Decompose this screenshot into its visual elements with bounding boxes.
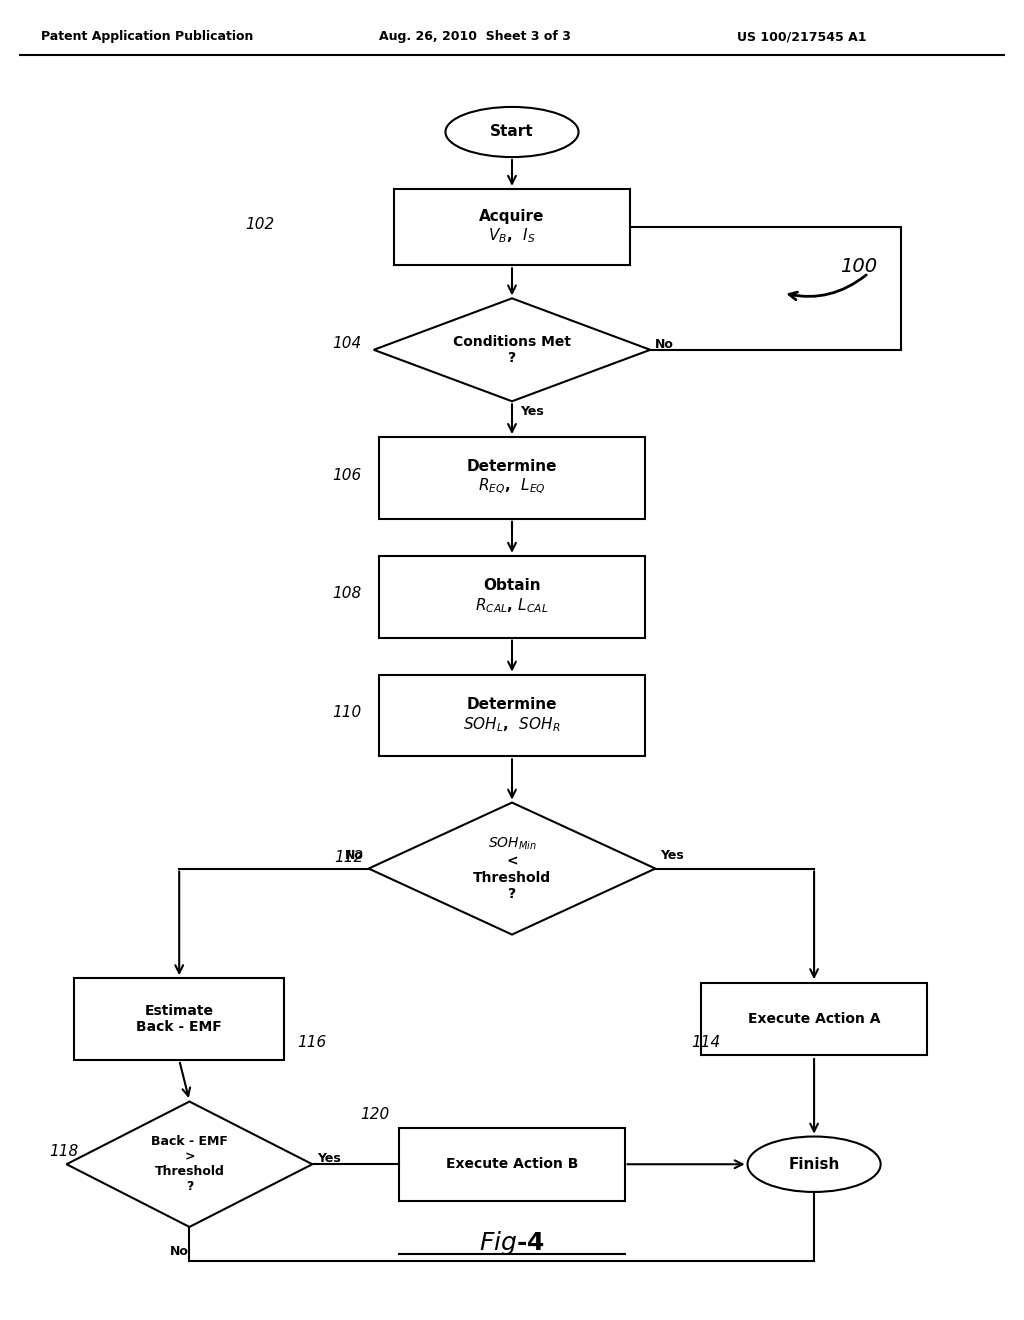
Text: 118: 118 xyxy=(49,1143,79,1159)
Text: Finish: Finish xyxy=(788,1156,840,1172)
Ellipse shape xyxy=(445,107,579,157)
Text: Back - EMF
>
Threshold
?: Back - EMF > Threshold ? xyxy=(151,1135,228,1193)
Text: $\it{Fig}$-4: $\it{Fig}$-4 xyxy=(479,1229,545,1258)
Text: 104: 104 xyxy=(332,335,361,351)
Bar xyxy=(399,1127,625,1201)
Polygon shape xyxy=(67,1101,312,1228)
Text: Execute Action B: Execute Action B xyxy=(445,1158,579,1171)
Text: Start: Start xyxy=(490,124,534,140)
Text: Execute Action A: Execute Action A xyxy=(748,1012,881,1026)
Text: US 100/217545 A1: US 100/217545 A1 xyxy=(737,30,866,44)
Text: Obtain
$R_{CAL}$, $L_{CAL}$: Obtain $R_{CAL}$, $L_{CAL}$ xyxy=(475,578,549,615)
Polygon shape xyxy=(369,803,655,935)
Text: 112: 112 xyxy=(334,850,364,866)
Text: No: No xyxy=(655,338,674,351)
Bar xyxy=(394,189,630,265)
Bar xyxy=(379,437,645,519)
Polygon shape xyxy=(374,298,650,401)
Text: Estimate
Back - EMF: Estimate Back - EMF xyxy=(136,1005,222,1034)
Text: Yes: Yes xyxy=(317,1152,341,1166)
Text: 116: 116 xyxy=(297,1035,327,1051)
Text: 120: 120 xyxy=(359,1106,389,1122)
Text: Acquire
$V_B$,  $I_S$: Acquire $V_B$, $I_S$ xyxy=(479,209,545,246)
Text: Determine
$R_{EQ}$,  $L_{EQ}$: Determine $R_{EQ}$, $L_{EQ}$ xyxy=(467,459,557,496)
Text: Yes: Yes xyxy=(660,849,684,862)
Ellipse shape xyxy=(748,1137,881,1192)
Text: 108: 108 xyxy=(332,586,361,602)
Text: 114: 114 xyxy=(691,1035,721,1051)
Text: Conditions Met
?: Conditions Met ? xyxy=(453,335,571,364)
Text: 102: 102 xyxy=(245,216,274,232)
Bar xyxy=(74,978,284,1060)
Text: No: No xyxy=(345,849,364,862)
Text: 100: 100 xyxy=(840,257,877,276)
Bar xyxy=(701,982,927,1056)
Text: Patent Application Publication: Patent Application Publication xyxy=(41,30,253,44)
Text: No: No xyxy=(170,1245,188,1258)
Text: $SOH_{Min}$
<
Threshold
?: $SOH_{Min}$ < Threshold ? xyxy=(473,836,551,902)
Bar xyxy=(379,556,645,638)
Text: Aug. 26, 2010  Sheet 3 of 3: Aug. 26, 2010 Sheet 3 of 3 xyxy=(379,30,570,44)
Text: 110: 110 xyxy=(332,705,361,721)
Text: Yes: Yes xyxy=(520,405,544,418)
Text: 106: 106 xyxy=(332,467,361,483)
Bar xyxy=(379,675,645,756)
Text: Determine
$SOH_L$,  $SOH_R$: Determine $SOH_L$, $SOH_R$ xyxy=(463,697,561,734)
